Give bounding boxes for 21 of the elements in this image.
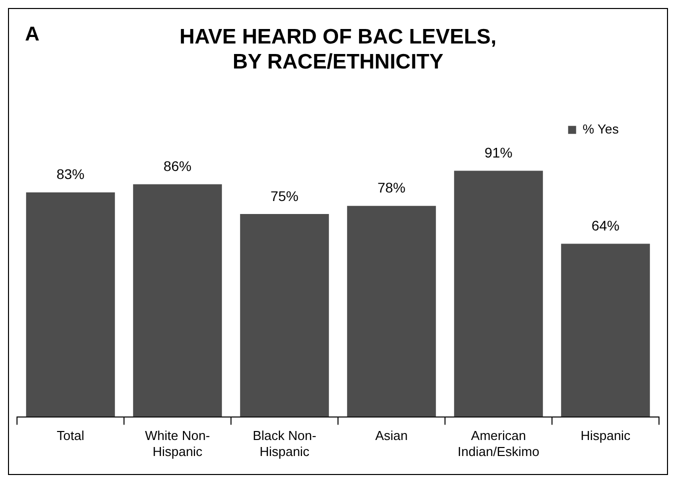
data-label: 64% <box>591 218 620 234</box>
data-label: 75% <box>270 188 299 204</box>
data-label: 86% <box>163 158 192 174</box>
x-tick-label: Total <box>56 428 84 444</box>
bar <box>561 244 650 417</box>
bar <box>26 192 115 417</box>
text: A <box>25 24 40 46</box>
data-label: 83% <box>56 166 85 182</box>
x-tick-label: White Non-Hispanic <box>144 428 210 459</box>
chart-title: HAVE HEARD OF BAC LEVELS, BY RACE/ETHNICITY <box>180 25 496 74</box>
x-tick-label: Hispanic <box>580 428 631 444</box>
x-tick-label: American Indian/Eskimo <box>458 428 540 459</box>
data-label: 91% <box>484 144 513 161</box>
data-label: 78% <box>377 180 406 196</box>
x-tick-label: Black Non-Hispanic <box>252 428 316 459</box>
x-tick-label: Asian <box>375 428 408 444</box>
bar <box>347 206 436 417</box>
bar <box>454 170 543 417</box>
legend-label: % Yes <box>582 121 620 136</box>
bar <box>240 214 329 417</box>
bar <box>133 184 222 417</box>
